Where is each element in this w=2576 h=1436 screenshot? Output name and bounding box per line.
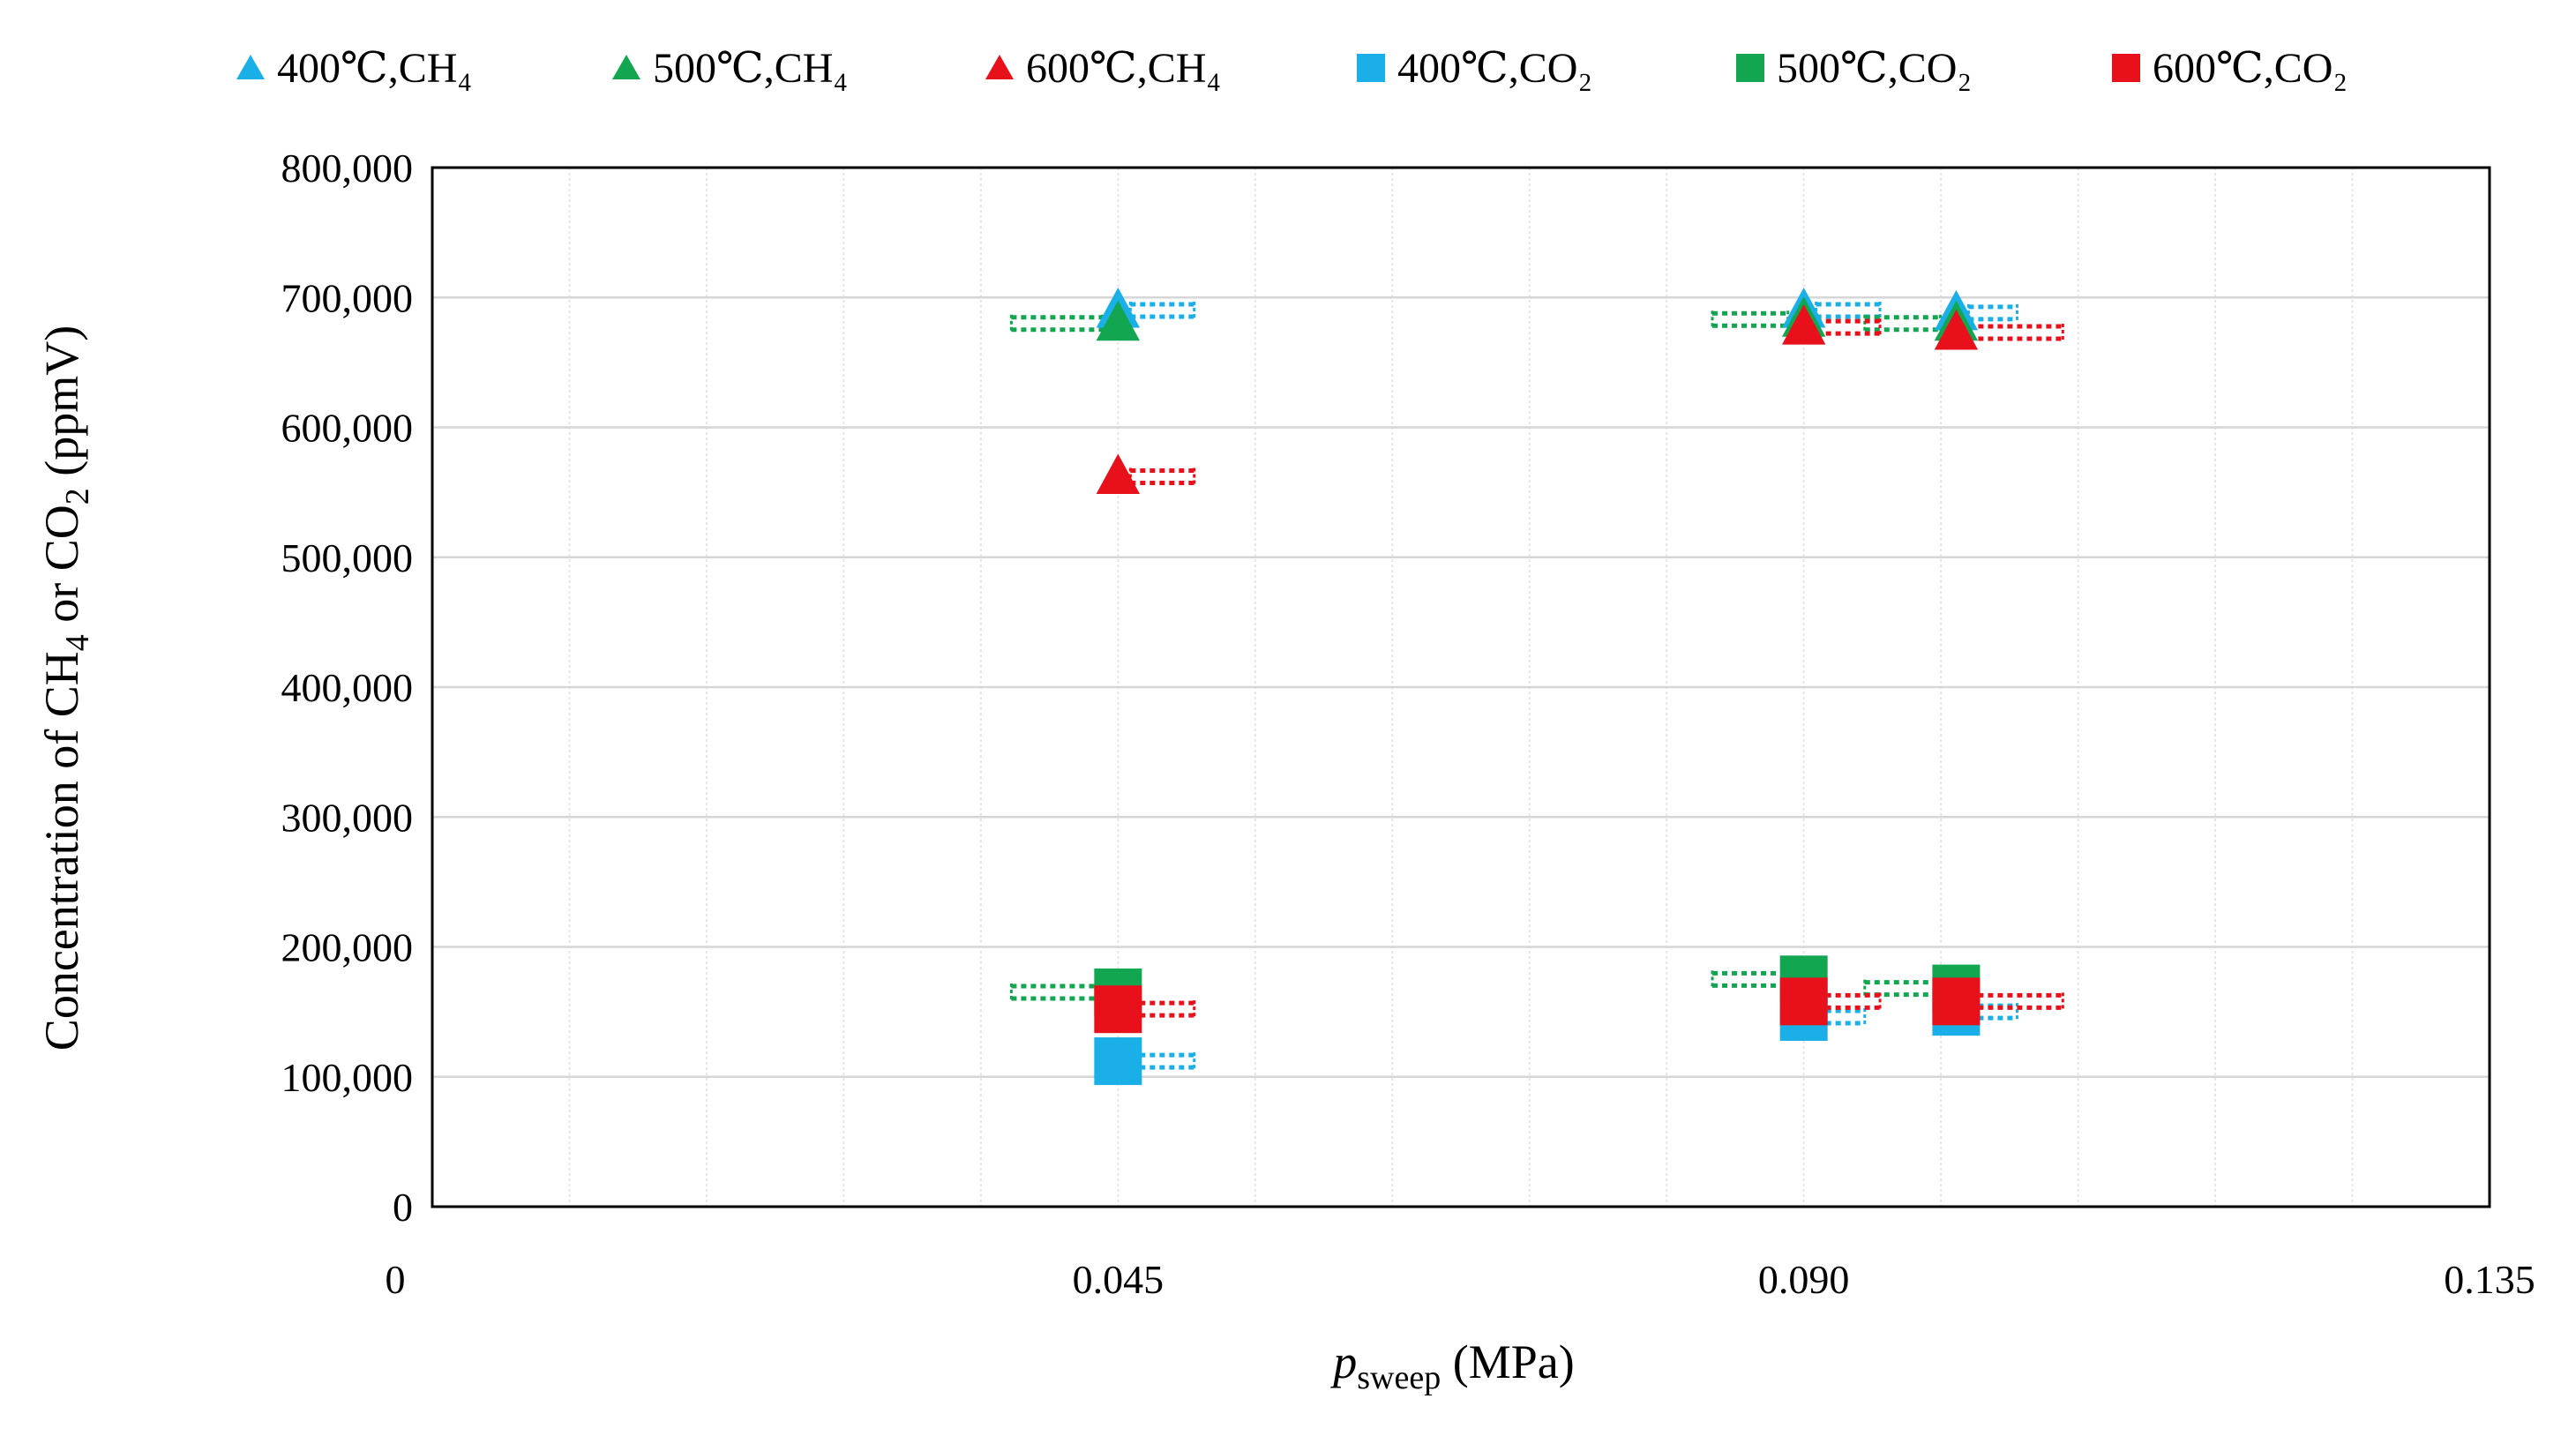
data-markers xyxy=(1094,287,1981,1086)
square-marker xyxy=(1094,985,1142,1034)
triangle-marker xyxy=(1781,304,1826,345)
legend-label: 400℃,CO₂ xyxy=(1397,45,1592,92)
triangle-marker xyxy=(1934,310,1979,350)
square-marker xyxy=(1779,977,1828,1026)
y-tick-label: 600,000 xyxy=(281,406,414,451)
legend-triangle-marker xyxy=(236,55,265,79)
legend-item: 600℃,CH₄ xyxy=(985,45,1221,92)
x-axis-ticks: 0 0.045 0.090 0.135 xyxy=(386,1257,2535,1302)
grid xyxy=(432,168,2490,1207)
legend-item: 400℃,CH₄ xyxy=(236,45,472,92)
legend-item: 600℃,CO₂ xyxy=(2112,45,2348,92)
triangle-marker xyxy=(1096,453,1141,494)
legend-item: 500℃,CO₂ xyxy=(1736,45,1972,92)
legend-square-marker xyxy=(1357,54,1385,82)
x-tick-label: 0 xyxy=(386,1257,406,1302)
triangle-marker xyxy=(1096,300,1141,341)
legend-label: 600℃,CH₄ xyxy=(1026,45,1221,92)
legend-item: 400℃,CO₂ xyxy=(1357,45,1592,92)
x-tick-label: 0.045 xyxy=(1073,1257,1164,1302)
y-tick-label: 300,000 xyxy=(281,795,414,840)
legend-triangle-marker xyxy=(985,55,1014,79)
legend-square-marker xyxy=(1736,54,1764,82)
y-tick-label: 0 xyxy=(393,1185,413,1230)
legend-triangle-marker xyxy=(612,55,640,79)
y-tick-label: 400,000 xyxy=(281,665,414,710)
y-tick-label: 700,000 xyxy=(281,275,414,320)
legend-label: 600℃,CO₂ xyxy=(2153,45,2348,92)
y-tick-label: 800,000 xyxy=(281,146,414,191)
error-bars xyxy=(1009,301,2064,1071)
legend-square-marker xyxy=(2112,54,2140,82)
y-tick-label: 100,000 xyxy=(281,1055,414,1100)
plot-area-frame xyxy=(431,166,2491,1208)
y-axis-title: Concentration of CH4 or CO2 (ppmV) xyxy=(35,325,96,1051)
square-marker xyxy=(1932,977,1981,1026)
legend-label: 400℃,CH₄ xyxy=(277,45,472,92)
legend-item: 500℃,CH₄ xyxy=(612,45,848,92)
y-tick-label: 500,000 xyxy=(281,535,414,580)
square-marker xyxy=(1094,1037,1142,1086)
y-axis-ticks: 0 100,000 200,000 300,000 400,000 500,000 600,… xyxy=(281,146,414,1230)
legend-label: 500℃,CH₄ xyxy=(653,45,848,92)
x-axis-title: psweep (MPa) xyxy=(1329,1335,1574,1396)
legend: 400℃,CH₄ 500℃,CH₄ 600℃,CH₄ 400℃,CO₂ 500℃,CO₂… xyxy=(236,45,2348,92)
x-tick-label: 0.135 xyxy=(2444,1257,2535,1302)
x-tick-label: 0.090 xyxy=(1758,1257,1850,1302)
legend-label: 500℃,CO₂ xyxy=(1777,45,1972,92)
y-tick-label: 200,000 xyxy=(281,925,414,970)
